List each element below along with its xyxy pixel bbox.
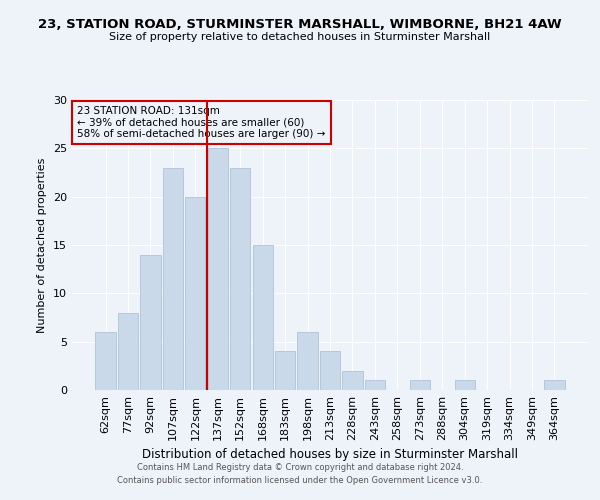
Bar xyxy=(455,380,475,390)
Bar xyxy=(95,332,116,390)
Bar xyxy=(320,352,340,390)
Bar xyxy=(275,352,295,390)
Bar xyxy=(118,312,138,390)
Bar xyxy=(163,168,183,390)
Bar xyxy=(208,148,228,390)
Text: Contains HM Land Registry data © Crown copyright and database right 2024.
Contai: Contains HM Land Registry data © Crown c… xyxy=(118,464,482,485)
Bar xyxy=(365,380,385,390)
Bar xyxy=(410,380,430,390)
Bar xyxy=(185,196,205,390)
Bar xyxy=(140,254,161,390)
Y-axis label: Number of detached properties: Number of detached properties xyxy=(37,158,47,332)
Bar xyxy=(343,370,362,390)
Text: 23, STATION ROAD, STURMINSTER MARSHALL, WIMBORNE, BH21 4AW: 23, STATION ROAD, STURMINSTER MARSHALL, … xyxy=(38,18,562,30)
Text: 23 STATION ROAD: 131sqm
← 39% of detached houses are smaller (60)
58% of semi-de: 23 STATION ROAD: 131sqm ← 39% of detache… xyxy=(77,106,326,139)
Bar xyxy=(230,168,250,390)
X-axis label: Distribution of detached houses by size in Sturminster Marshall: Distribution of detached houses by size … xyxy=(142,448,518,462)
Bar xyxy=(298,332,317,390)
Bar xyxy=(253,245,273,390)
Bar xyxy=(544,380,565,390)
Text: Size of property relative to detached houses in Sturminster Marshall: Size of property relative to detached ho… xyxy=(109,32,491,42)
